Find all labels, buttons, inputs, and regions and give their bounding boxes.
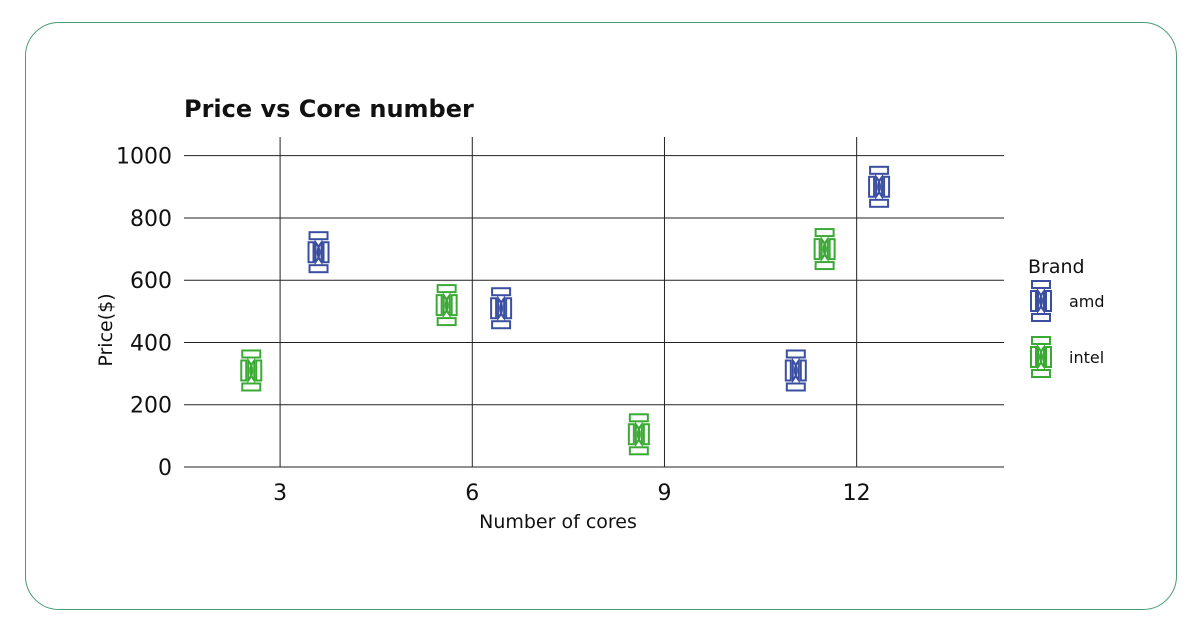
data-point-amd xyxy=(490,287,513,330)
x-axis-label: Number of cores xyxy=(479,511,637,533)
x-tick-labels: 3 6 9 12 xyxy=(273,481,871,506)
grid xyxy=(184,137,1004,468)
data-point-amd xyxy=(784,349,807,392)
data-point-intel xyxy=(627,413,650,456)
x-tick-label: 3 xyxy=(273,481,287,506)
data-point-amd xyxy=(307,231,330,274)
data-point-intel xyxy=(813,228,836,271)
data-point-amd xyxy=(868,165,891,208)
y-tick-label: 800 xyxy=(130,207,172,232)
legend: Brand amd intel xyxy=(1028,256,1105,378)
y-tick-label: 400 xyxy=(130,331,172,356)
y-tick-labels: 0 200 400 600 800 1000 xyxy=(116,145,172,481)
y-tick-label: 0 xyxy=(158,456,172,481)
legend-label-intel: intel xyxy=(1069,348,1104,367)
data-point-intel xyxy=(240,349,263,392)
data-points xyxy=(240,165,891,456)
y-axis-label: Price($) xyxy=(95,293,117,366)
legend-title: Brand xyxy=(1028,256,1085,278)
chart-card xyxy=(25,22,1177,610)
x-tick-label: 9 xyxy=(657,481,671,506)
y-tick-label: 1000 xyxy=(116,145,172,170)
data-point-intel xyxy=(435,284,458,327)
y-tick-label: 600 xyxy=(130,269,172,294)
legend-marker-intel xyxy=(1030,336,1052,378)
legend-label-amd: amd xyxy=(1069,292,1105,311)
x-tick-label: 12 xyxy=(843,481,871,506)
legend-marker-amd xyxy=(1030,280,1052,322)
y-tick-label: 200 xyxy=(130,394,172,419)
x-tick-label: 6 xyxy=(465,481,479,506)
chart-title: Price vs Core number xyxy=(184,95,474,123)
